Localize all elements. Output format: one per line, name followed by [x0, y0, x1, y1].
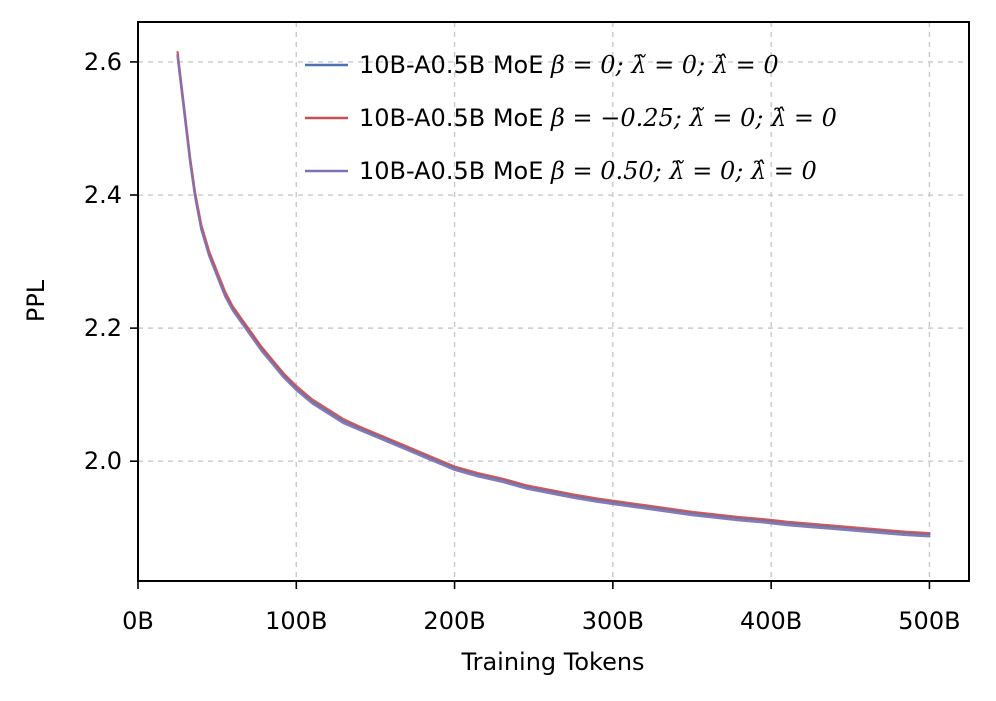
x-axis-label: Training Tokens — [460, 648, 644, 676]
legend-name-1: 10B-A0.5B MoE — [359, 51, 551, 79]
legend-math-1: β = 0; λ̃ = 0; λ̂ = 0 — [550, 51, 779, 79]
legend-name-2: 10B-A0.5B MoE — [359, 104, 551, 132]
x-tick-label: 400B — [740, 607, 802, 635]
legend-name-3: 10B-A0.5B MoE — [359, 157, 551, 185]
x-tick-label: 0B — [122, 607, 154, 635]
legend-math-3: β = 0.50; λ̃ = 0; λ̂ = 0 — [550, 157, 817, 185]
y-tick-label: 2.4 — [84, 181, 122, 209]
x-tick-label: 300B — [582, 607, 644, 635]
series-layer — [176, 50, 931, 538]
y-tick-label: 2.0 — [84, 447, 122, 475]
series-line-2 — [176, 50, 931, 535]
y-tick-label: 2.2 — [84, 314, 122, 342]
x-tick-label: 100B — [265, 607, 327, 635]
series-line-3 — [176, 55, 931, 538]
x-tick-label: 200B — [423, 607, 485, 635]
y-axis-label: PPL — [22, 279, 50, 322]
legend-math-2: β = −0.25; λ̃ = 0; λ̂ = 0 — [550, 104, 837, 132]
legend: 10B-A0.5B MoE β = 0; λ̃ = 0; λ̂ = 010B-A… — [305, 51, 837, 185]
y-tick-label: 2.6 — [84, 48, 122, 76]
plot-frame — [137, 21, 970, 582]
legend-label-3: 10B-A0.5B MoE β = 0.50; λ̃ = 0; λ̂ = 0 — [359, 157, 817, 185]
legend-label-1: 10B-A0.5B MoE β = 0; λ̃ = 0; λ̂ = 0 — [359, 51, 779, 79]
x-tick-label: 500B — [898, 607, 960, 635]
tick-layer: 0B 100B 200B 300B 400B 500B 2.0 2.2 2.4 2.6 — [84, 48, 961, 635]
legend-label-2: 10B-A0.5B MoE β = −0.25; λ̃ = 0; λ̂ = 0 — [359, 104, 837, 132]
